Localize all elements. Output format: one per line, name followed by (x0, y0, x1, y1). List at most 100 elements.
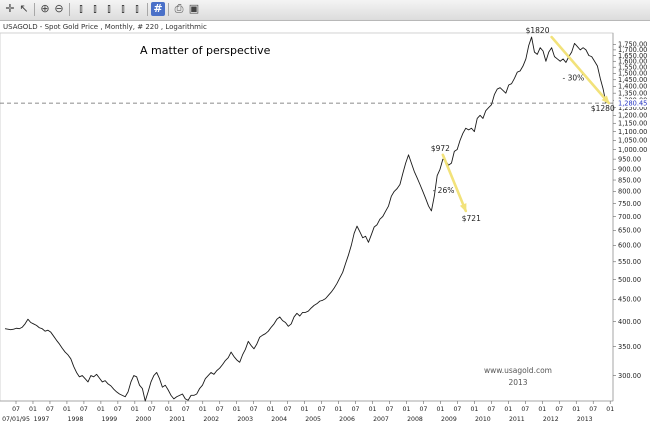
x-tick-label: 07 (487, 406, 495, 413)
decline-arrow-head (459, 203, 467, 213)
decline-arrows (441, 35, 611, 213)
decline-arrow-shaft (550, 35, 611, 105)
x-year-label: 2003 (237, 416, 253, 423)
toolbar-divider (168, 3, 169, 16)
x-tick-label: 07 (453, 406, 461, 413)
price-annotation: $721 (462, 214, 481, 223)
x-year-label: 07/01/95 (2, 416, 30, 423)
x-tick-label: 01 (199, 406, 207, 413)
y-tick-label: 1,000.00 (618, 146, 647, 154)
x-tick-label: 01 (301, 406, 309, 413)
y-tick-label: 300.00 (618, 372, 641, 380)
toolbar-divider (69, 3, 70, 16)
cursor-icon[interactable]: ↖ (19, 2, 29, 15)
y-tick-label: 1,650.00 (618, 52, 647, 60)
x-tick-label: 07 (521, 406, 529, 413)
x-tick-label: 07 (80, 406, 88, 413)
x-year-label: 2000 (135, 416, 151, 423)
y-tick-label: 1,150.00 (618, 120, 647, 128)
toolbar: ✛ ↖ ⊕ ⊖ ⫾ ⫾ ⫾ ⫾ ⫾ # ⎙ ▣ (0, 0, 650, 21)
price-series (4, 36, 607, 402)
x-axis-ticks: 07 01 07 01 07 01 07 01 07 01 07 01 07 01 07 01 07 01 07 01… (2, 401, 614, 423)
y-tick-label: 1,600.00 (618, 58, 647, 66)
y-tick-label: 1,400.00 (618, 83, 647, 91)
x-tick-label: 07 (114, 406, 122, 413)
x-year-label: 2008 (407, 416, 423, 423)
y-tick-label: 1,350.00 (618, 89, 647, 97)
y-tick-label: 1,450.00 (618, 76, 647, 84)
x-tick-label: 01 (470, 406, 478, 413)
x-tick-label: 07 (46, 406, 54, 413)
x-tick-label: 01 (233, 406, 241, 413)
x-tick-label: 01 (504, 406, 512, 413)
y-tick-label: 350.00 (618, 343, 641, 351)
price-annotation: - 30% (563, 73, 585, 82)
x-year-label: 2004 (271, 416, 287, 423)
x-year-label: 2012 (543, 416, 559, 423)
x-year-label: 1999 (102, 416, 118, 423)
crosshair-icon[interactable]: ✛ (5, 2, 15, 15)
y-tick-label: 1,050.00 (618, 137, 647, 145)
current-price-label-bg (614, 99, 650, 108)
x-tick-label: 01 (29, 406, 37, 413)
x-tick-label: 07 (148, 406, 156, 413)
chart-subtitle: USAGOLD - Spot Gold Price , Monthly, # 2… (0, 21, 650, 33)
x-tick-label: 01 (403, 406, 411, 413)
x-tick-label: 01 (436, 406, 444, 413)
x-tick-label: 07 (352, 406, 360, 413)
y-tick-label: 700.00 (618, 213, 641, 221)
y-tick-label: 1,550.00 (618, 64, 647, 72)
price-annotation: $1280 (591, 104, 615, 113)
y-tick-label: 450.00 (618, 296, 641, 304)
bar-chart-icon[interactable]: ⫾ (79, 2, 83, 15)
x-year-label: 2010 (475, 416, 491, 423)
x-year-label: 2009 (441, 416, 457, 423)
y-tick-label: 1,700.00 (618, 46, 647, 54)
zoom-in-icon[interactable]: ⊕ (40, 2, 50, 15)
current-price-label: 1,280.45 (618, 99, 647, 107)
x-tick-label: 07 (284, 406, 292, 413)
x-tick-label: 07 (250, 406, 258, 413)
plot-frame (0, 32, 614, 402)
y-tick-label: 550.00 (618, 258, 641, 266)
bar-chart-icon[interactable]: ⫾ (121, 2, 125, 15)
y-tick-label: 950.00 (618, 155, 641, 163)
decline-arrow-head (601, 95, 610, 105)
x-tick-label: 01 (606, 406, 614, 413)
bar-chart-icon[interactable]: ⫾ (107, 2, 111, 15)
y-tick-label: 1,250.00 (618, 104, 647, 112)
chart-title: A matter of perspective (140, 44, 271, 57)
y-tick-label: 600.00 (618, 242, 641, 250)
x-tick-label: 07 (216, 406, 224, 413)
y-tick-label: 1,300.00 (618, 97, 647, 105)
gold-price-line (4, 36, 607, 402)
bar-chart-icon[interactable]: ⫾ (93, 2, 97, 15)
x-tick-label: 01 (165, 406, 173, 413)
annotations: $1820- 30%$1280$972- 26%$721 (431, 26, 615, 223)
price-annotation: $972 (431, 144, 450, 153)
watermark-url: www.usagold.com (484, 366, 552, 375)
x-tick-label: 07 (420, 406, 428, 413)
current-price-line: 1,280.45 (0, 99, 650, 107)
price-annotation: - 26% (433, 186, 455, 195)
grid-toggle-icon[interactable]: # (151, 2, 165, 16)
y-tick-label: 1,100.00 (618, 128, 647, 136)
x-tick-label: 01 (131, 406, 139, 413)
x-tick-label: 01 (538, 406, 546, 413)
bar-chart-icon[interactable]: ⫾ (135, 2, 139, 15)
x-tick-label: 07 (12, 406, 20, 413)
x-tick-label: 01 (267, 406, 275, 413)
x-tick-label: 07 (318, 406, 326, 413)
y-tick-label: 900.00 (618, 166, 641, 174)
x-tick-label: 07 (386, 406, 394, 413)
x-year-label: 2002 (203, 416, 219, 423)
x-tick-label: 01 (97, 406, 105, 413)
x-year-label: 2001 (169, 416, 185, 423)
y-tick-label: 800.00 (618, 188, 641, 196)
zoom-out-icon[interactable]: ⊖ (54, 2, 64, 15)
window-icon[interactable]: ▣ (188, 2, 200, 15)
watermark-year: 2013 (508, 378, 527, 387)
print-icon[interactable]: ⎙ (174, 2, 184, 15)
x-year-label: 1997 (34, 416, 50, 423)
